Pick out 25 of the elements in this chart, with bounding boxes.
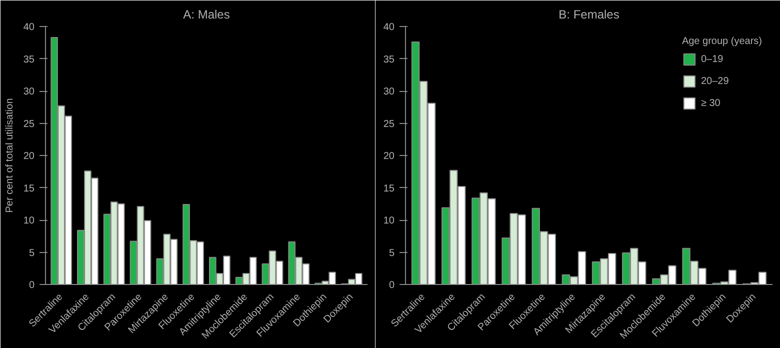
y-tick-label: 30 xyxy=(23,86,35,98)
y-tick-label: 35 xyxy=(383,54,395,66)
y-tick-label: 40 xyxy=(23,22,35,33)
y-tick-label: 10 xyxy=(383,216,395,226)
y-tick-label: 10 xyxy=(23,216,35,226)
y-tick-label: 0 xyxy=(28,280,35,291)
y-tick-label: 5 xyxy=(388,248,395,259)
legend-label: 20–29 xyxy=(700,76,729,86)
y-tick-label: 20 xyxy=(383,151,395,162)
legend-label: ≥ 30 xyxy=(700,98,721,108)
legend-label: 0–19 xyxy=(700,54,724,64)
chart-title: A: Males xyxy=(183,8,230,22)
y-tick-label: 40 xyxy=(383,22,395,33)
y-tick-label: 15 xyxy=(383,183,395,194)
y-tick-label: 0 xyxy=(388,280,395,291)
y-tick-label: 25 xyxy=(383,118,395,130)
y-tick-label: 30 xyxy=(383,86,395,98)
y-tick-label: 20 xyxy=(23,151,35,162)
y-tick-label: 5 xyxy=(28,248,35,259)
chart-title: B: Females xyxy=(558,8,620,22)
y-tick-label: 35 xyxy=(23,54,35,66)
y-axis-title: Per cent of total utilisation xyxy=(4,98,16,213)
legend-title: Age group (years) xyxy=(682,36,762,47)
y-tick-label: 15 xyxy=(23,183,35,194)
y-tick-label: 25 xyxy=(23,118,35,130)
